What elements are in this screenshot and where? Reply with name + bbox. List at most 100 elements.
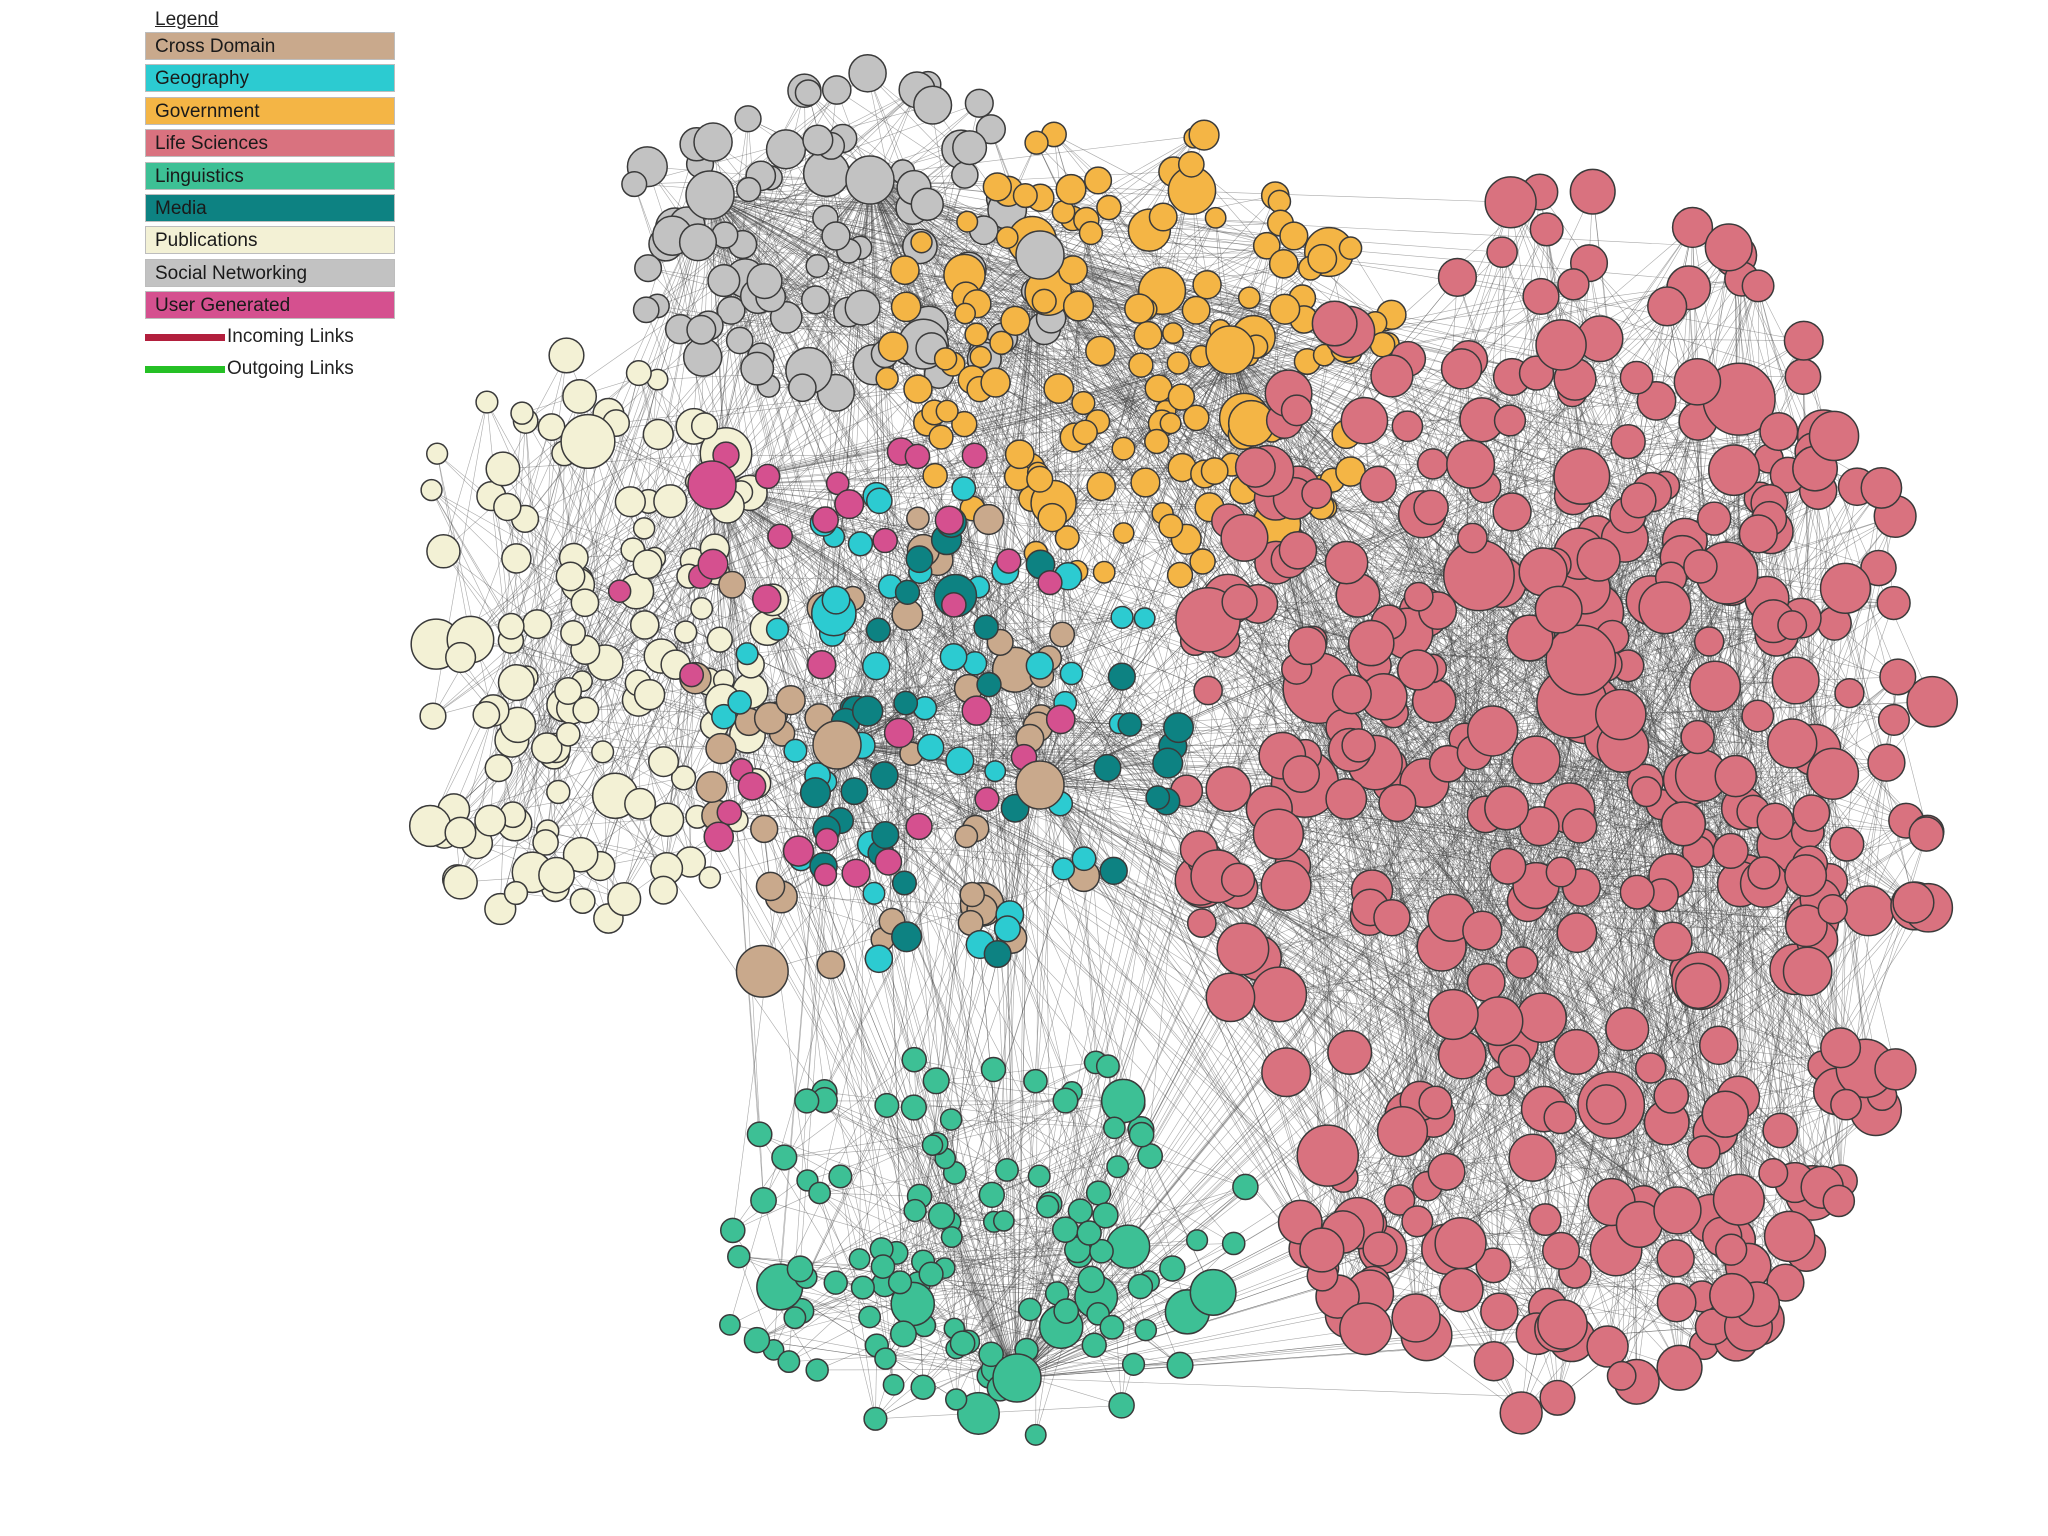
node-life-sciences[interactable] — [1205, 972, 1256, 1023]
node-linguistics[interactable] — [1185, 1229, 1209, 1252]
node-life-sciences[interactable] — [1605, 1007, 1650, 1052]
node-geography[interactable] — [847, 531, 874, 557]
node-social-networking[interactable] — [794, 79, 822, 107]
node-publications[interactable] — [624, 787, 657, 820]
node-life-sciences[interactable] — [1541, 1231, 1581, 1270]
node-life-sciences[interactable] — [1401, 1205, 1434, 1238]
node-cross-domain[interactable] — [775, 685, 806, 716]
node-life-sciences[interactable] — [1383, 1184, 1416, 1216]
node-government[interactable] — [995, 226, 1019, 249]
node-user-generated[interactable] — [905, 812, 933, 841]
node-life-sciences[interactable] — [1784, 358, 1822, 396]
node-user-generated[interactable] — [697, 548, 729, 580]
node-life-sciences[interactable] — [1234, 446, 1276, 488]
node-government[interactable] — [1054, 525, 1080, 551]
node-government[interactable] — [1084, 166, 1113, 195]
node-linguistics[interactable] — [1067, 1198, 1093, 1224]
node-life-sciences[interactable] — [1462, 910, 1503, 951]
node-user-generated[interactable] — [961, 442, 988, 469]
node-life-sciences[interactable] — [1698, 1025, 1739, 1066]
node-government[interactable] — [1071, 390, 1096, 416]
node-government[interactable] — [1177, 150, 1205, 178]
node-government[interactable] — [954, 302, 976, 325]
node-linguistics[interactable] — [874, 1092, 900, 1118]
node-publications[interactable] — [648, 746, 680, 778]
node-life-sciences[interactable] — [1784, 904, 1828, 948]
node-media[interactable] — [851, 695, 884, 727]
node-life-sciences[interactable] — [1545, 856, 1577, 888]
node-linguistics[interactable] — [808, 1181, 831, 1205]
node-linguistics[interactable] — [1052, 1087, 1079, 1114]
node-life-sciences[interactable] — [1205, 766, 1252, 813]
node-life-sciences[interactable] — [1252, 808, 1305, 860]
node-cross-domain[interactable] — [755, 871, 786, 902]
node-cross-domain[interactable] — [750, 814, 779, 844]
node-linguistics[interactable] — [1159, 1255, 1186, 1282]
node-publications[interactable] — [607, 881, 642, 917]
node-life-sciences[interactable] — [1484, 785, 1530, 831]
node-government[interactable] — [1188, 119, 1220, 151]
node-publications[interactable] — [532, 829, 559, 856]
node-social-networking[interactable] — [805, 254, 830, 279]
node-publications[interactable] — [426, 534, 461, 569]
node-publications[interactable] — [555, 561, 586, 592]
node-life-sciences[interactable] — [1656, 1282, 1697, 1323]
node-linguistics[interactable] — [945, 1388, 968, 1411]
node-user-generated[interactable] — [815, 827, 839, 852]
node-life-sciences[interactable] — [1378, 783, 1417, 823]
node-linguistics[interactable] — [980, 1056, 1007, 1083]
node-linguistics[interactable] — [918, 1261, 944, 1287]
node-media[interactable] — [871, 821, 900, 850]
node-government[interactable] — [980, 367, 1011, 398]
node-government[interactable] — [1133, 320, 1163, 350]
node-government[interactable] — [1055, 173, 1087, 205]
node-life-sciences[interactable] — [1619, 874, 1655, 910]
node-media[interactable] — [893, 690, 919, 716]
node-life-sciences[interactable] — [1506, 614, 1554, 662]
node-social-networking[interactable] — [734, 105, 762, 133]
node-government[interactable] — [1031, 288, 1057, 314]
node-publications[interactable] — [497, 664, 535, 702]
node-social-networking[interactable] — [740, 351, 775, 386]
node-linguistics[interactable] — [1106, 1155, 1130, 1179]
node-linguistics[interactable] — [874, 1347, 897, 1370]
node-life-sciences[interactable] — [1543, 1100, 1577, 1135]
node-linguistics[interactable] — [727, 1244, 751, 1269]
node-life-sciences[interactable] — [1340, 396, 1389, 445]
node-linguistics[interactable] — [1189, 1268, 1237, 1317]
node-linguistics[interactable] — [978, 1341, 1004, 1368]
node-life-sciences[interactable] — [1492, 492, 1532, 532]
node-life-sciences[interactable] — [1619, 360, 1654, 395]
node-social-networking[interactable] — [693, 122, 733, 162]
node-cross-domain[interactable] — [705, 732, 737, 765]
node-linguistics[interactable] — [1027, 1164, 1051, 1188]
node-linguistics[interactable] — [805, 1358, 829, 1382]
node-life-sciences[interactable] — [1341, 728, 1376, 763]
node-government[interactable] — [1252, 231, 1281, 260]
node-linguistics[interactable] — [1100, 1078, 1146, 1124]
node-geography[interactable] — [1059, 661, 1084, 686]
node-media[interactable] — [891, 921, 923, 953]
node-life-sciences[interactable] — [1339, 1302, 1393, 1356]
node-social-networking[interactable] — [802, 124, 834, 156]
node-social-networking[interactable] — [725, 326, 754, 355]
node-government[interactable] — [1338, 236, 1363, 260]
node-publications[interactable] — [420, 478, 443, 502]
node-linguistics[interactable] — [1128, 1121, 1155, 1148]
node-publications[interactable] — [531, 732, 563, 764]
node-life-sciences[interactable] — [1756, 802, 1794, 840]
node-linguistics[interactable] — [1166, 1351, 1194, 1379]
node-government[interactable] — [1166, 351, 1190, 375]
node-life-sciences[interactable] — [1446, 439, 1496, 489]
node-life-sciences[interactable] — [1537, 1299, 1588, 1350]
node-linguistics[interactable] — [900, 1094, 928, 1121]
node-publications[interactable] — [591, 740, 615, 764]
node-government[interactable] — [1085, 335, 1116, 367]
node-government[interactable] — [875, 366, 899, 391]
node-publications[interactable] — [546, 779, 571, 805]
node-linguistics[interactable] — [1092, 1202, 1119, 1229]
node-linguistics[interactable] — [1099, 1314, 1125, 1340]
node-life-sciences[interactable] — [1606, 1360, 1637, 1391]
node-life-sciences[interactable] — [1806, 747, 1860, 800]
node-life-sciences[interactable] — [1505, 946, 1539, 979]
